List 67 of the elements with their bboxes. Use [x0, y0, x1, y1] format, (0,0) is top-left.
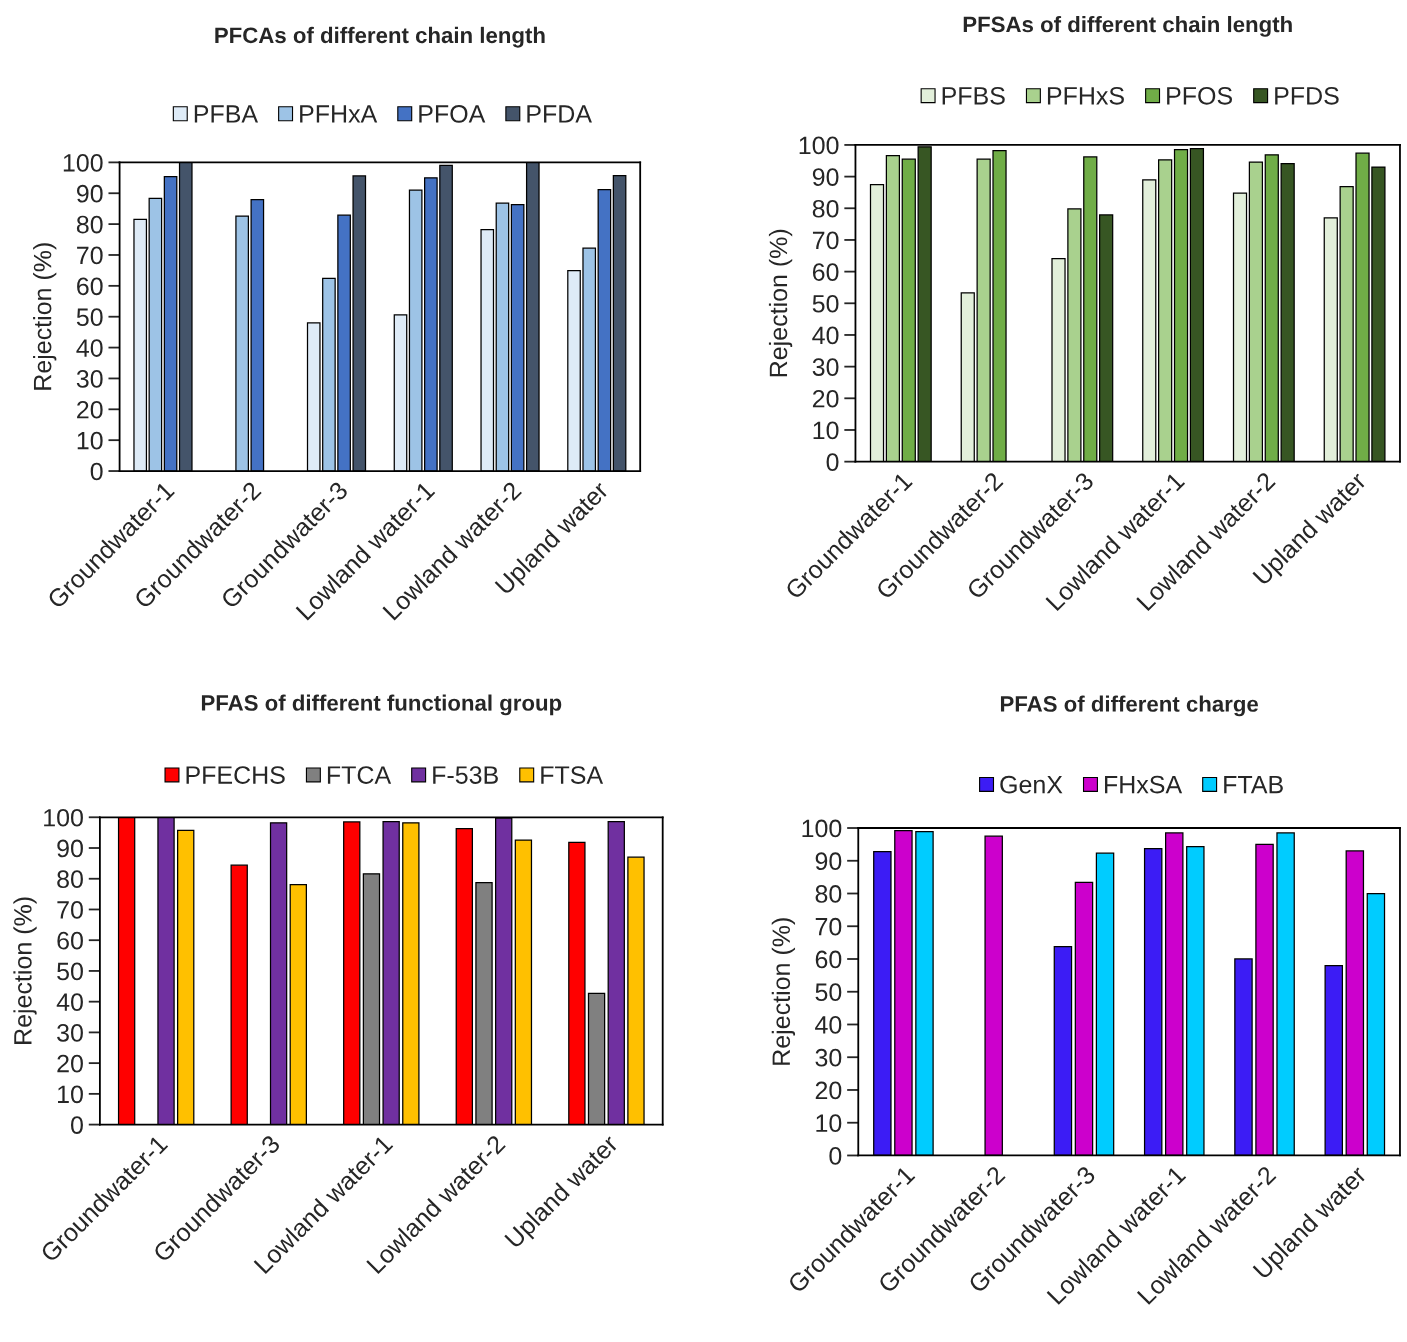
y-tick-label: 80: [57, 870, 83, 889]
y-tick-label: 60: [815, 950, 842, 969]
y-tick-label: 20: [815, 1081, 842, 1100]
y-tick-label: 70: [815, 917, 842, 936]
y-tick-label: 20: [812, 389, 839, 408]
y-tick-label: 60: [77, 277, 103, 296]
y-axis-title: Rejection (%): [13, 897, 37, 1044]
y-axis-title: Rejection (%): [768, 229, 793, 377]
y-tick-label: 50: [57, 962, 83, 981]
y-tick-label: 80: [76, 215, 103, 234]
y-tick-label: 80: [815, 885, 842, 903]
legend-label: PFHxS: [1047, 86, 1124, 105]
y-tick-label: 100: [44, 808, 83, 827]
y-tick-label: 10: [816, 1114, 842, 1133]
y-axis-title: Rejection (%): [771, 918, 796, 1065]
legend-label: PFBA: [194, 105, 259, 123]
y-tick-label: 20: [57, 1054, 83, 1073]
y-tick-label: 40: [76, 339, 103, 357]
chart-title: PFSAs of different chain length: [963, 15, 1292, 37]
legend-label: FHxSA: [1105, 775, 1183, 794]
legend-label: PFDS: [1275, 86, 1339, 105]
legend-label: GenX: [1000, 775, 1063, 794]
y-tick-label: 0: [71, 1116, 83, 1134]
legend-label: PFBS: [942, 86, 1005, 105]
chart-title: PFCAs of different chain length: [215, 26, 545, 48]
legend-label: PFECHS: [186, 766, 285, 784]
y-tick-label: 40: [815, 1016, 842, 1034]
y-tick-label: 50: [812, 294, 839, 313]
y-tick-label: 70: [812, 231, 839, 250]
y-tick-label: 0: [90, 462, 103, 481]
chart-title: PFAS of different functional group: [201, 694, 562, 716]
chart-title: PFAS of different charge: [1000, 695, 1259, 717]
y-tick-label: 90: [57, 839, 83, 858]
y-tick-label: 0: [826, 453, 839, 471]
y-tick-label: 10: [58, 1085, 83, 1104]
y-tick-label: 10: [813, 421, 839, 440]
y-tick-label: 90: [815, 852, 842, 871]
y-tick-label: 50: [76, 308, 103, 327]
y-axis-title: Rejection (%): [33, 243, 57, 390]
legend-label: PFHxA: [300, 105, 378, 123]
legend-label: FTAB: [1224, 775, 1283, 794]
legend-label: F-53B: [433, 766, 498, 784]
y-tick-label: 0: [829, 1147, 842, 1165]
y-tick-label: 40: [56, 993, 83, 1011]
y-tick-label: 100: [63, 153, 103, 172]
y-tick-label: 70: [77, 246, 103, 265]
y-tick-label: 90: [812, 168, 839, 186]
legend-label: PFOS: [1167, 86, 1232, 105]
legend-label: PFOA: [419, 105, 486, 123]
y-tick-label: 10: [77, 431, 103, 450]
y-tick-label: 50: [815, 983, 842, 1002]
y-tick-label: 90: [76, 184, 103, 203]
y-tick-label: 100: [802, 819, 842, 838]
y-tick-label: 30: [815, 1048, 842, 1067]
y-tick-label: 70: [57, 901, 83, 919]
y-tick-label: 30: [57, 1024, 83, 1042]
y-tick-label: 30: [812, 358, 839, 376]
legend-label: FTCA: [327, 766, 392, 784]
y-tick-label: 80: [812, 199, 839, 218]
y-tick-label: 60: [812, 263, 839, 281]
legend-label: FTSA: [541, 766, 604, 784]
legend-label: PFDA: [527, 105, 592, 123]
y-tick-label: 40: [812, 326, 839, 345]
y-tick-label: 60: [57, 931, 83, 950]
y-tick-label: 20: [77, 400, 103, 419]
y-tick-label: 30: [76, 370, 103, 388]
y-tick-label: 100: [799, 136, 839, 155]
